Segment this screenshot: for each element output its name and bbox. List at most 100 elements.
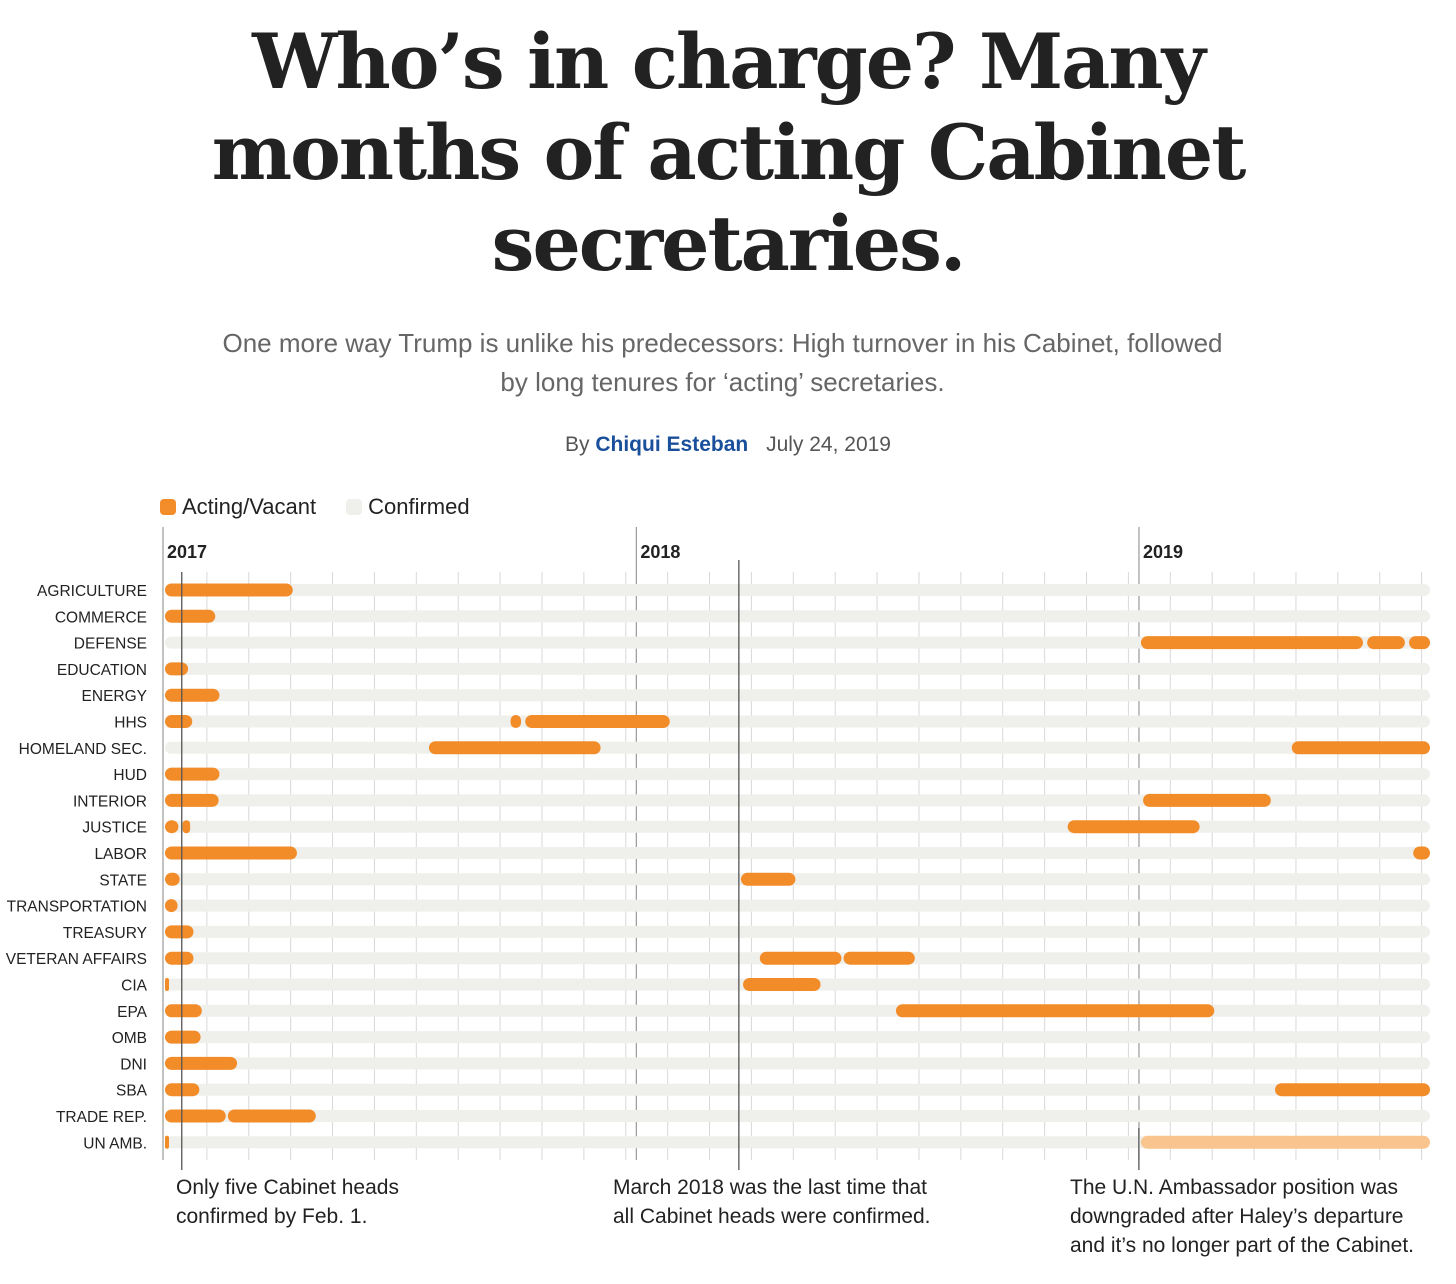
row-label: EPA [117,1004,148,1021]
confirmed-bar [165,715,1430,728]
row-label: LABOR [94,846,147,863]
year-label: 2019 [1143,542,1183,562]
confirmed-bar [165,925,1430,938]
annotation-un-ambassador: The U.N. Ambassador position was downgra… [1070,1173,1414,1260]
annotation-line: downgraded after Haley’s departure [1070,1205,1404,1228]
legend-swatch-acting [160,499,176,515]
acting-bar [428,741,601,755]
acting-bar [165,1135,169,1149]
row-label: DEFENSE [74,636,147,653]
confirmed-bar [165,741,1430,754]
row-label: HHS [114,715,147,732]
legend-label-acting: Acting/Vacant [182,494,317,519]
row-label: JUSTICE [82,820,147,837]
confirmed-bar [165,610,1430,623]
acting-bar [165,978,169,991]
acting-bar [165,925,194,939]
acting-bar [227,1109,316,1123]
subtitle-line: by long tenures for ‘acting’ secretaries… [500,367,945,397]
acting-bar [165,872,180,886]
acting-bar [740,872,796,886]
author-link[interactable]: Chiqui Esteban [595,433,749,456]
row-label: SBA [116,1083,148,1100]
row-label: STATE [99,872,147,889]
row-label: CIA [121,978,148,995]
confirmed-bar [165,794,1430,807]
confirmed-bar [165,689,1430,702]
row-label: HUD [113,767,147,784]
acting-bar [525,715,670,728]
cabinet-timeline-chart: 2017 2018 2019 AGRICULTURE COMMERCE DEFENSE ED… [6,527,1430,1170]
confirmed-bar [165,1031,1430,1044]
acting-bar [1067,820,1200,834]
acting-bar [182,820,191,834]
year-label: 2018 [640,542,680,562]
acting-bar [1409,636,1430,650]
year-label: 2017 [167,542,207,562]
annotation-line: Only five Cabinet heads [176,1176,399,1199]
acting-bar [743,978,821,991]
confirmed-bar [165,1004,1430,1017]
confirmed-bar [165,662,1430,675]
legend-label-confirmed: Confirmed [368,494,470,519]
title-line: secretaries. [491,199,967,288]
acting-bar [759,951,842,965]
acting-bar [165,715,193,728]
chart-legend: Acting/Vacant Confirmed [160,492,500,522]
acting-bar [165,820,179,834]
row-label: UN AMB. [83,1135,147,1152]
title-line: Who’s in charge? Many [252,17,1206,106]
acting-bar [1413,846,1430,860]
row-label: COMMERCE [55,609,147,626]
annotation-march-2018: March 2018 was the last time that all Ca… [613,1173,931,1231]
acting-bar [1291,741,1430,755]
acting-bar [165,846,297,860]
title-line: months of acting Cabinet [211,108,1247,197]
confirmed-bar [165,899,1430,912]
acting-bar [165,662,189,676]
legend-item-acting: Acting/Vacant [160,494,316,520]
byline: By Chiqui Esteban July 24, 2019 [0,433,1456,457]
confirmed-bar [165,873,1430,886]
legend-swatch-confirmed [346,499,363,515]
byline-prefix: By [565,433,590,456]
acting-bar [843,951,915,965]
acting-bar [1140,636,1363,650]
row-label: TRANSPORTATION [7,899,147,916]
downgraded-bar [1140,1135,1430,1149]
acting-bar [1275,1083,1430,1097]
annotation-line: and it’s no longer part of the Cabinet. [1070,1234,1415,1257]
publish-date: July 24, 2019 [766,433,891,456]
acting-bar [165,609,216,623]
confirmed-bar [165,768,1430,781]
acting-bar [165,1056,238,1070]
confirmed-bar [165,636,1430,649]
acting-bar [165,899,178,913]
acting-bar [1367,636,1405,650]
row-label: EDUCATION [57,662,147,679]
annotation-feb-2017: Only five Cabinet heads confirmed by Feb… [176,1173,399,1231]
confirmed-bar [165,820,1430,833]
legend-item-confirmed: Confirmed [346,494,470,520]
subtitle: One more way Trump is unlike his predece… [200,324,1245,402]
page-title: Who’s in charge? Many months of acting C… [0,16,1456,289]
acting-bar [510,715,522,728]
acting-bar [165,951,194,965]
acting-bar [1143,793,1271,807]
row-label: DNI [120,1056,147,1073]
row-label: VETERAN AFFAIRS [6,951,147,968]
annotation-line: March 2018 was the last time that [613,1176,927,1199]
confirmed-bar [165,1136,1430,1149]
acting-bar [165,793,219,807]
row-label: HOMELAND SEC. [19,741,147,758]
acting-bar [165,1109,226,1123]
row-label: ENERGY [82,688,147,705]
row-label: AGRICULTURE [37,583,147,600]
acting-bar [165,1030,201,1044]
row-label: TREASURY [63,925,147,942]
annotation-line: The U.N. Ambassador position was [1070,1176,1398,1199]
acting-bar [165,688,220,702]
acting-bar [895,1004,1215,1018]
row-label: OMB [112,1030,147,1047]
acting-bar [165,1004,202,1018]
